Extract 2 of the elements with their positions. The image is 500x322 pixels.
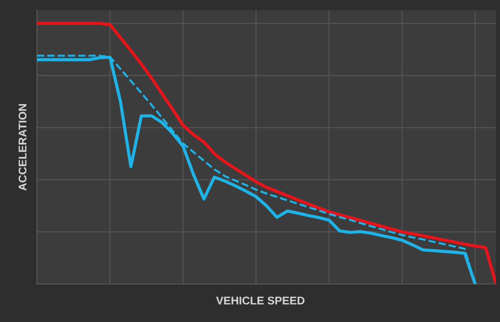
x-axis-title: VEHICLE SPEED	[216, 296, 304, 304]
y-axis-title: ACCELERATION	[18, 104, 26, 191]
